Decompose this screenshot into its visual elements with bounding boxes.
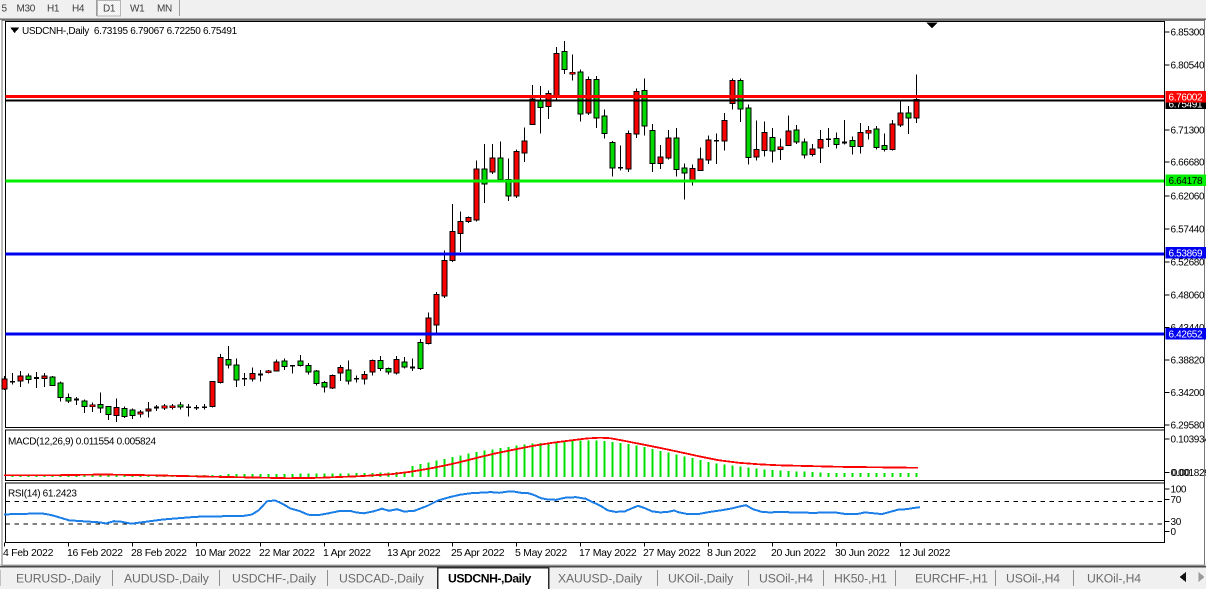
svg-text:0: 0 <box>1171 527 1177 538</box>
svg-text:6.34200: 6.34200 <box>1171 388 1205 399</box>
svg-text:W1: W1 <box>130 4 145 15</box>
svg-text:6.64178: 6.64178 <box>1169 176 1203 187</box>
svg-text:6.53869: 6.53869 <box>1169 248 1203 259</box>
svg-text:0.00: 0.00 <box>1172 468 1191 479</box>
svg-text:8 Jun 2022: 8 Jun 2022 <box>707 547 756 559</box>
svg-text:6.42652: 6.42652 <box>1169 330 1203 341</box>
svg-text:RSI(14) 61.2423: RSI(14) 61.2423 <box>8 489 77 500</box>
svg-text:12 Jul 2022: 12 Jul 2022 <box>899 547 950 559</box>
svg-text:XAUUSD-,Daily: XAUUSD-,Daily <box>558 572 643 586</box>
svg-text:17 May 2022: 17 May 2022 <box>579 547 637 559</box>
svg-text:6.85300: 6.85300 <box>1171 28 1205 39</box>
svg-text:USOil-,H4: USOil-,H4 <box>1006 572 1060 586</box>
svg-text:H4: H4 <box>72 4 85 15</box>
svg-text:6.48060: 6.48060 <box>1171 291 1205 302</box>
svg-text:USDCNH-,Daily 6.73195 6.79067: USDCNH-,Daily 6.73195 6.79067 6.72250 6.… <box>22 26 238 37</box>
svg-text:5: 5 <box>2 4 8 15</box>
svg-text:EURUSD-,Daily: EURUSD-,Daily <box>16 572 102 586</box>
svg-text:6.57440: 6.57440 <box>1171 225 1205 236</box>
svg-text:HK50-,H1: HK50-,H1 <box>834 572 887 586</box>
svg-text:D1: D1 <box>103 4 116 15</box>
svg-text:6.62060: 6.62060 <box>1171 192 1205 203</box>
svg-text:UKOil-,Daily: UKOil-,Daily <box>668 572 734 586</box>
svg-text:5 May 2022: 5 May 2022 <box>515 547 567 559</box>
svg-text:1 Apr 2022: 1 Apr 2022 <box>323 547 371 559</box>
svg-text:25 Apr 2022: 25 Apr 2022 <box>451 547 505 559</box>
svg-text:16 Feb 2022: 16 Feb 2022 <box>67 547 123 559</box>
svg-text:MACD(12,26,9) 0.011554 0.00582: MACD(12,26,9) 0.011554 0.005824 <box>8 437 157 448</box>
svg-text:MN: MN <box>157 4 172 15</box>
svg-text:H1: H1 <box>47 4 60 15</box>
svg-text:30: 30 <box>1171 517 1182 528</box>
svg-text:100: 100 <box>1171 485 1187 496</box>
svg-text:22 Mar 2022: 22 Mar 2022 <box>259 547 315 559</box>
svg-text:0.103934: 0.103934 <box>1171 435 1206 446</box>
svg-text:6.29580: 6.29580 <box>1171 421 1205 432</box>
svg-text:20 Jun 2022: 20 Jun 2022 <box>771 547 826 559</box>
svg-text:M30: M30 <box>17 4 36 15</box>
svg-text:30 Jun 2022: 30 Jun 2022 <box>835 547 890 559</box>
svg-text:10 Mar 2022: 10 Mar 2022 <box>195 547 251 559</box>
svg-text:0.001829: 0.001829 <box>1171 468 1206 479</box>
svg-text:USDCHF-,Daily: USDCHF-,Daily <box>232 572 317 586</box>
svg-text:13 Apr 2022: 13 Apr 2022 <box>387 547 441 559</box>
svg-text:USDCAD-,Daily: USDCAD-,Daily <box>339 572 425 586</box>
svg-text:6.71300: 6.71300 <box>1171 126 1205 137</box>
svg-text:6.66680: 6.66680 <box>1171 158 1205 169</box>
svg-text:USDCNH-,Daily: USDCNH-,Daily <box>448 572 532 586</box>
svg-text:USOil-,H4: USOil-,H4 <box>759 572 813 586</box>
svg-text:6.52680: 6.52680 <box>1171 258 1205 269</box>
svg-text:AUDUSD-,Daily: AUDUSD-,Daily <box>124 572 210 586</box>
svg-text:6.80540: 6.80540 <box>1171 61 1205 72</box>
svg-text:70: 70 <box>1171 495 1182 506</box>
svg-text:27 May 2022: 27 May 2022 <box>643 547 701 559</box>
svg-text:6.76002: 6.76002 <box>1169 92 1203 103</box>
svg-text:4 Feb 2022: 4 Feb 2022 <box>3 547 54 559</box>
svg-text:UKOil-,H4: UKOil-,H4 <box>1087 572 1141 586</box>
svg-text:EURCHF-,H1: EURCHF-,H1 <box>915 572 988 586</box>
svg-text:6.75491: 6.75491 <box>1169 99 1203 110</box>
svg-text:28 Feb 2022: 28 Feb 2022 <box>131 547 187 559</box>
svg-text:6.38820: 6.38820 <box>1171 356 1205 367</box>
